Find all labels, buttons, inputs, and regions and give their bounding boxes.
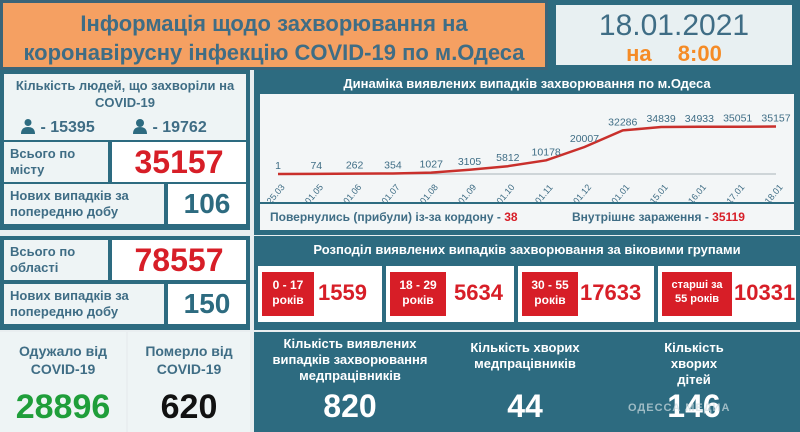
age-label: 30 - 55 років	[522, 272, 578, 316]
returned-value: 38	[504, 210, 518, 224]
title-line-2: коронавірусну інфекцію COVID-19 по м.Оде…	[23, 40, 525, 65]
female-count: - 19762	[152, 119, 207, 136]
age-value: 5634	[454, 280, 503, 305]
returned-label: Повернулись (прибули) із-за кордону -	[270, 210, 501, 224]
city-total-value: 35157	[112, 142, 246, 182]
x-tick-label: 01.01	[609, 182, 631, 202]
local-value: 35119	[712, 210, 745, 224]
local-group: Внутрішнє зараження - 35119	[572, 210, 745, 224]
city-new-value: 106	[168, 184, 246, 224]
age-label: 18 - 29 років	[390, 272, 446, 316]
male-group: - 15395	[20, 118, 95, 137]
female-icon	[133, 119, 147, 134]
returned-group: Повернулись (прибули) із-за кордону - 38	[270, 210, 518, 224]
children-value: 146	[667, 388, 721, 424]
chart-panel: Динаміка виявлених випадків захворювання…	[254, 70, 800, 235]
x-tick-label: 01.06	[341, 182, 363, 202]
x-tick-label: 01.05	[303, 182, 325, 202]
recovered-value: 28896	[15, 388, 111, 426]
data-label: 3105	[458, 156, 482, 168]
age-card-0-17: 0 - 17 років 1559	[258, 266, 382, 322]
city-total-label: Всього по місту	[4, 142, 108, 182]
data-label: 262	[346, 160, 364, 172]
died-label: Померло від COVID-19	[145, 343, 233, 377]
time-prefix: на	[626, 41, 652, 66]
age-card-55-plus: старші за 55 років 10331	[658, 266, 796, 322]
data-label: 20007	[570, 133, 599, 145]
male-count: - 15395	[40, 119, 95, 136]
female-group: - 19762	[132, 118, 207, 137]
x-tick-label: 01.12	[571, 182, 593, 202]
x-tick-label: 25.03	[265, 182, 287, 202]
age-label: 0 - 17 років	[262, 272, 314, 316]
data-label: 32286	[608, 116, 637, 128]
died-card: Померло від COVID-19 620	[128, 332, 250, 432]
date-banner: 18.01.2021 на 8:00	[548, 0, 800, 70]
region-panel: Всього по області 78557 Нових випадків з…	[0, 236, 250, 330]
title-line-1: Інформація щодо захворювання на	[80, 11, 468, 36]
date-panel: 18.01.2021 на 8:00	[556, 5, 792, 67]
age-value: 1559	[318, 280, 367, 305]
x-tick-label: 01.10	[494, 182, 516, 202]
data-label: 34933	[685, 113, 714, 125]
age-label: старші за 55 років	[662, 272, 732, 316]
x-tick-label: 18.01	[763, 182, 785, 202]
x-tick-label: 01.09	[456, 182, 478, 202]
data-label: 35157	[761, 113, 790, 125]
age-panel: Розподіл виявлених випадків захворювання…	[254, 236, 800, 330]
medical-sick-label: Кількість хворих медпрацівників	[470, 340, 580, 371]
city-heading: Кількість людей, що захворіли на COVID-1…	[4, 74, 246, 116]
male-icon	[21, 119, 35, 134]
x-tick-label: 16.01	[686, 182, 708, 202]
title-banner: Інформація щодо захворювання на коронаві…	[0, 0, 548, 70]
data-label: 34839	[646, 113, 675, 125]
medical-detected-label: Кількість виявлених випадків захворюванн…	[272, 336, 428, 383]
data-label: 5812	[496, 152, 520, 164]
x-tick-label: 01.07	[380, 182, 402, 202]
x-tick-label: 17.01	[724, 182, 746, 202]
x-tick-label: 01.11	[533, 182, 555, 202]
died-value: 620	[160, 388, 218, 426]
region-new-value: 150	[168, 284, 246, 324]
data-label: 10178	[532, 146, 561, 158]
region-total-value: 78557	[112, 240, 246, 280]
city-new-label: Нових випадків за попередню добу	[4, 184, 164, 224]
age-card-30-55: 30 - 55 років 17633	[518, 266, 654, 322]
age-title: Розподіл виявлених випадків захворювання…	[313, 242, 741, 257]
data-label: 1	[275, 160, 281, 172]
cases-line-chart: 1 25.03 74 01.05 262 01.06 354 01.07 1027 01.08 31…	[265, 113, 791, 206]
page-title: Інформація щодо захворювання на коронаві…	[3, 9, 545, 67]
x-tick-label: 01.08	[418, 182, 440, 202]
recovered-card: Одужало від COVID-19 28896	[0, 332, 126, 432]
data-label: 1027	[420, 159, 444, 171]
data-label: 74	[310, 160, 322, 172]
region-new-label: Нових випадків за попередню добу	[4, 284, 164, 324]
report-date: 18.01.2021	[598, 9, 750, 42]
medical-sick-value: 44	[507, 388, 543, 424]
report-time-row: на 8:00	[556, 41, 792, 67]
data-label: 35051	[723, 113, 752, 125]
medical-panel: Кількість виявлених випадків захворюванн…	[254, 332, 800, 432]
city-panel: Кількість людей, що захворіли на COVID-1…	[0, 70, 250, 230]
age-card-18-29: 18 - 29 років 5634	[386, 266, 514, 322]
recovered-label: Одужало від COVID-19	[19, 343, 107, 377]
watermark-logo: ОДЕССА МЕДИА	[628, 402, 731, 414]
chart-footer: Повернулись (прибули) із-за кордону - 38…	[260, 204, 794, 230]
chart-area: 1 25.03 74 01.05 262 01.06 354 01.07 1027 01.08 31…	[260, 94, 794, 206]
age-value: 10331	[734, 280, 796, 305]
chart-title: Динаміка виявлених випадків захворювання…	[343, 76, 711, 91]
report-time: 8:00	[677, 41, 722, 66]
data-label: 354	[384, 160, 402, 172]
x-tick-label: 15.01	[648, 182, 670, 202]
region-total-label: Всього по області	[4, 240, 108, 280]
age-value: 17633	[580, 280, 642, 305]
medical-detected-value: 820	[323, 388, 377, 424]
gender-row: - 15395 - 19762	[4, 116, 246, 140]
local-label: Внутрішнє зараження -	[572, 210, 709, 224]
series-line	[277, 125, 777, 176]
children-label: Кількість хворих дітей	[664, 340, 724, 387]
